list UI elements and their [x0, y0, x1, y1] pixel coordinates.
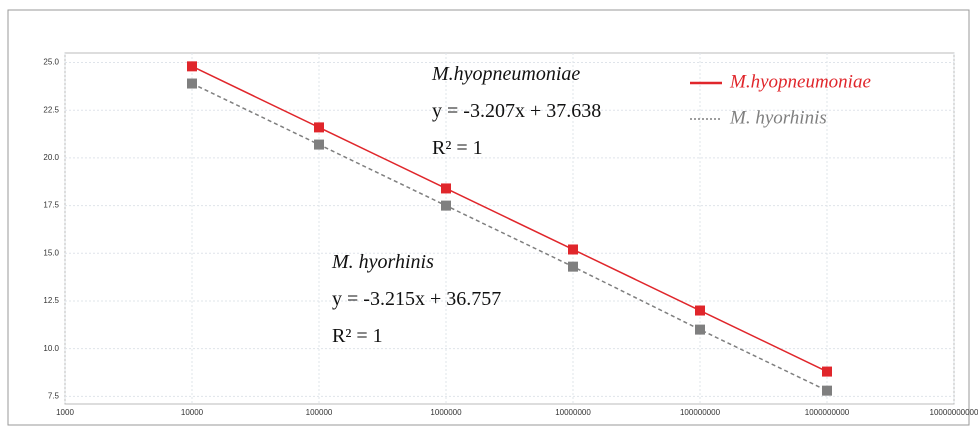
marker [314, 122, 324, 133]
y-tick-label: 17.5 [43, 201, 59, 210]
y-tick-label: 15.0 [43, 248, 59, 257]
x-tick-label: 10000000000 [930, 408, 978, 417]
annotation: M. hyorhinis [331, 251, 434, 273]
marker [441, 200, 451, 211]
marker [695, 305, 705, 316]
marker [314, 139, 324, 150]
x-tick-label: 10000 [181, 408, 204, 417]
marker [822, 385, 832, 396]
x-tick-label: 100000000 [680, 408, 721, 417]
marker [187, 78, 197, 89]
annotation: R² = 1 [432, 137, 483, 159]
x-tick-label: 100000 [306, 408, 333, 417]
x-tick-label: 1000000 [430, 408, 462, 417]
marker [695, 324, 705, 335]
y-tick-label: 25.0 [43, 58, 59, 67]
marker [822, 366, 832, 377]
plot-area [64, 52, 955, 405]
x-tick-label: 10000000 [555, 408, 591, 417]
legend-label: M. hyorhinis [729, 107, 827, 128]
series-line [191, 82, 828, 392]
frame [7, 9, 970, 426]
y-tick-label: 20.0 [43, 153, 59, 162]
legend-label: M.hyopneumoniae [729, 71, 871, 92]
series-line [191, 65, 828, 373]
marker [187, 61, 197, 72]
y-tick-label: 12.5 [43, 296, 59, 305]
x-tick-label: 1000000000 [805, 408, 850, 417]
annotation: M.hyopneumoniae [431, 63, 580, 85]
marker [568, 261, 578, 272]
annotation: y = -3.207x + 37.638 [432, 100, 601, 122]
annotation: y = -3.215x + 36.757 [332, 288, 501, 310]
annotation: R² = 1 [332, 325, 383, 347]
y-tick-label: 22.5 [43, 105, 59, 114]
marker [568, 244, 578, 255]
marker [441, 183, 451, 194]
y-tick-label: 7.5 [48, 391, 60, 400]
y-tick-label: 10.0 [43, 344, 59, 353]
x-tick-label: 1000 [56, 408, 74, 417]
